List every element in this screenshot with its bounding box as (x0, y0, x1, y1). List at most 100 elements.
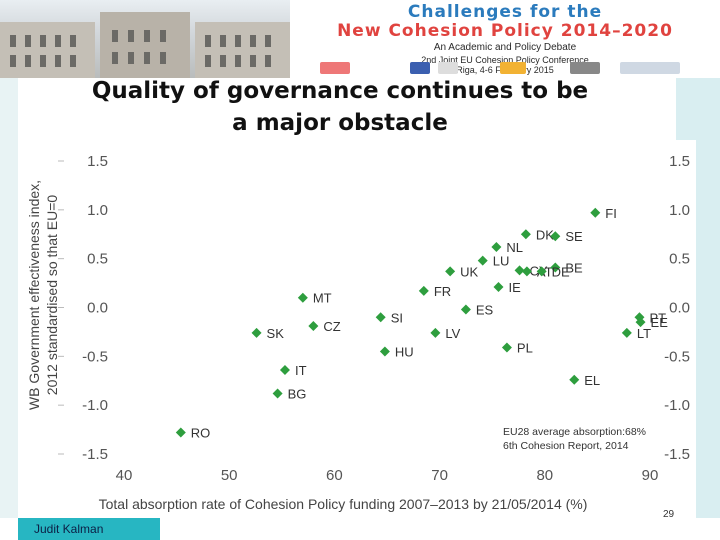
point-label-ee: EE (651, 315, 669, 330)
point-label-ro: RO (191, 426, 211, 441)
banner-title-line2: New Cohesion Policy 2014–2020 (337, 21, 673, 41)
point-lv (430, 327, 441, 338)
slide-title-line1: Quality of governance continues to be (91, 78, 589, 104)
slide-title-line2: a major obstacle (232, 110, 448, 136)
point-label-si: SI (391, 310, 403, 325)
y-tick-right: 1.5 (669, 153, 690, 170)
logo-3 (438, 62, 458, 74)
x-axis: 40 50 60 70 80 90 (116, 467, 659, 484)
y-tick-left: -1.0 (82, 397, 108, 414)
author-bar: Judit Kalman (18, 518, 160, 540)
point-label-dk: DK (536, 227, 554, 242)
sponsor-logos (320, 62, 700, 76)
point-label-lv: LV (445, 326, 460, 341)
logo-1 (320, 62, 350, 74)
x-tick: 80 (536, 467, 553, 484)
point-bg (272, 388, 283, 399)
slide-title: Quality of governance continues to be a … (20, 75, 660, 139)
banner-title-line1: Challenges for the (407, 2, 603, 22)
x-tick: 90 (642, 467, 659, 484)
scatter-chart: 1.5 1.0 0.5 0.0 -0.5 -1.0 -1.5 1.5 1.0 0.5 0.0 -0.… (18, 140, 696, 518)
y-tick-right: 0.0 (669, 300, 690, 317)
point-at (521, 266, 532, 277)
point-it (279, 365, 290, 376)
logo-2 (410, 62, 430, 74)
point-label-es: ES (476, 302, 494, 317)
y-axis-label-line1: WB Government effectiveness index, (26, 180, 42, 410)
conference-banner: Challenges for the New Cohesion Policy 2… (0, 0, 720, 78)
point-label-mt: MT (313, 291, 332, 306)
point-be (550, 262, 561, 273)
point-fi (590, 207, 601, 218)
point-ee (635, 317, 646, 328)
point-es (460, 304, 471, 315)
author-name: Judit Kalman (34, 522, 104, 536)
y-axis-label-line2: 2012 standardised so that EU=0 (44, 195, 60, 396)
note-average: EU28 average absorption:68% (503, 426, 647, 438)
point-label-ie: IE (509, 280, 522, 295)
chart-note: EU28 average absorption:68% 6th Cohesion… (503, 425, 646, 453)
point-cy (514, 265, 525, 276)
point-label-de: DE (552, 264, 570, 279)
point-nl (491, 241, 502, 252)
logo-5 (570, 62, 600, 74)
point-label-fi: FI (605, 206, 617, 221)
x-tick: 60 (326, 467, 343, 484)
y-axis-right: 1.5 1.0 0.5 0.0 -0.5 -1.0 -1.5 (664, 153, 690, 463)
point-label-pt: PT (649, 310, 666, 325)
y-tick-left: -0.5 (82, 348, 108, 365)
y-tick-left: 1.0 (87, 202, 108, 219)
y-tick-right: -1.5 (664, 446, 690, 463)
point-label-fr: FR (434, 284, 451, 299)
y-tick-right: 0.5 (669, 251, 690, 268)
logo-6 (620, 62, 680, 74)
y-axis-left: 1.5 1.0 0.5 0.0 -0.5 -1.0 -1.5 (58, 153, 108, 463)
x-tick: 70 (431, 467, 448, 484)
building-photo (0, 0, 290, 78)
point-ro (175, 427, 186, 438)
y-tick-left: 0.5 (87, 251, 108, 268)
point-label-nl: NL (506, 240, 523, 255)
banner-conference: 2nd Joint EU Cohesion Policy Conference (421, 55, 589, 65)
y-tick-right: -0.5 (664, 348, 690, 365)
x-tick: 50 (221, 467, 238, 484)
note-source: 6th Cohesion Report, 2014 (503, 440, 629, 452)
point-label-hu: HU (395, 344, 414, 359)
point-label-uk: UK (460, 264, 478, 279)
y-tick-left: 1.5 (87, 153, 108, 170)
point-pl (501, 342, 512, 353)
point-label-it: IT (295, 363, 307, 378)
point-el (569, 374, 580, 385)
page-number: 29 (663, 509, 675, 520)
point-hu (379, 346, 390, 357)
point-sk (251, 327, 262, 338)
point-label-el: EL (584, 373, 600, 388)
point-lt (621, 327, 632, 338)
point-label-bg: BG (288, 386, 307, 401)
point-de (536, 266, 547, 277)
point-uk (445, 266, 456, 277)
point-label-be: BE (565, 260, 583, 275)
point-si (375, 312, 386, 323)
y-tick-right: -1.0 (664, 397, 690, 414)
point-dk (520, 229, 531, 240)
banner-subtitle: An Academic and Policy Debate (433, 42, 577, 53)
point-label-pl: PL (517, 341, 533, 356)
point-label-cz: CZ (323, 319, 340, 334)
point-ie (493, 281, 504, 292)
point-label-se: SE (565, 229, 583, 244)
x-axis-label: Total absorption rate of Cohesion Policy… (99, 496, 588, 512)
point-label-lu: LU (493, 254, 510, 269)
y-tick-left: -1.5 (82, 446, 108, 463)
point-se (550, 231, 561, 242)
point-lu (477, 255, 488, 266)
point-mt (297, 292, 308, 303)
point-fr (418, 285, 429, 296)
point-cz (308, 321, 319, 332)
y-tick-right: 1.0 (669, 202, 690, 219)
y-tick-left: 0.0 (87, 300, 108, 317)
data-points: FIDKSENLLUUKCYATBEFRDEIEMTESSIPTEECZSKLV… (175, 206, 669, 441)
left-decor-strip (0, 78, 18, 518)
point-label-lt: LT (637, 326, 651, 341)
logo-4 (500, 62, 526, 74)
